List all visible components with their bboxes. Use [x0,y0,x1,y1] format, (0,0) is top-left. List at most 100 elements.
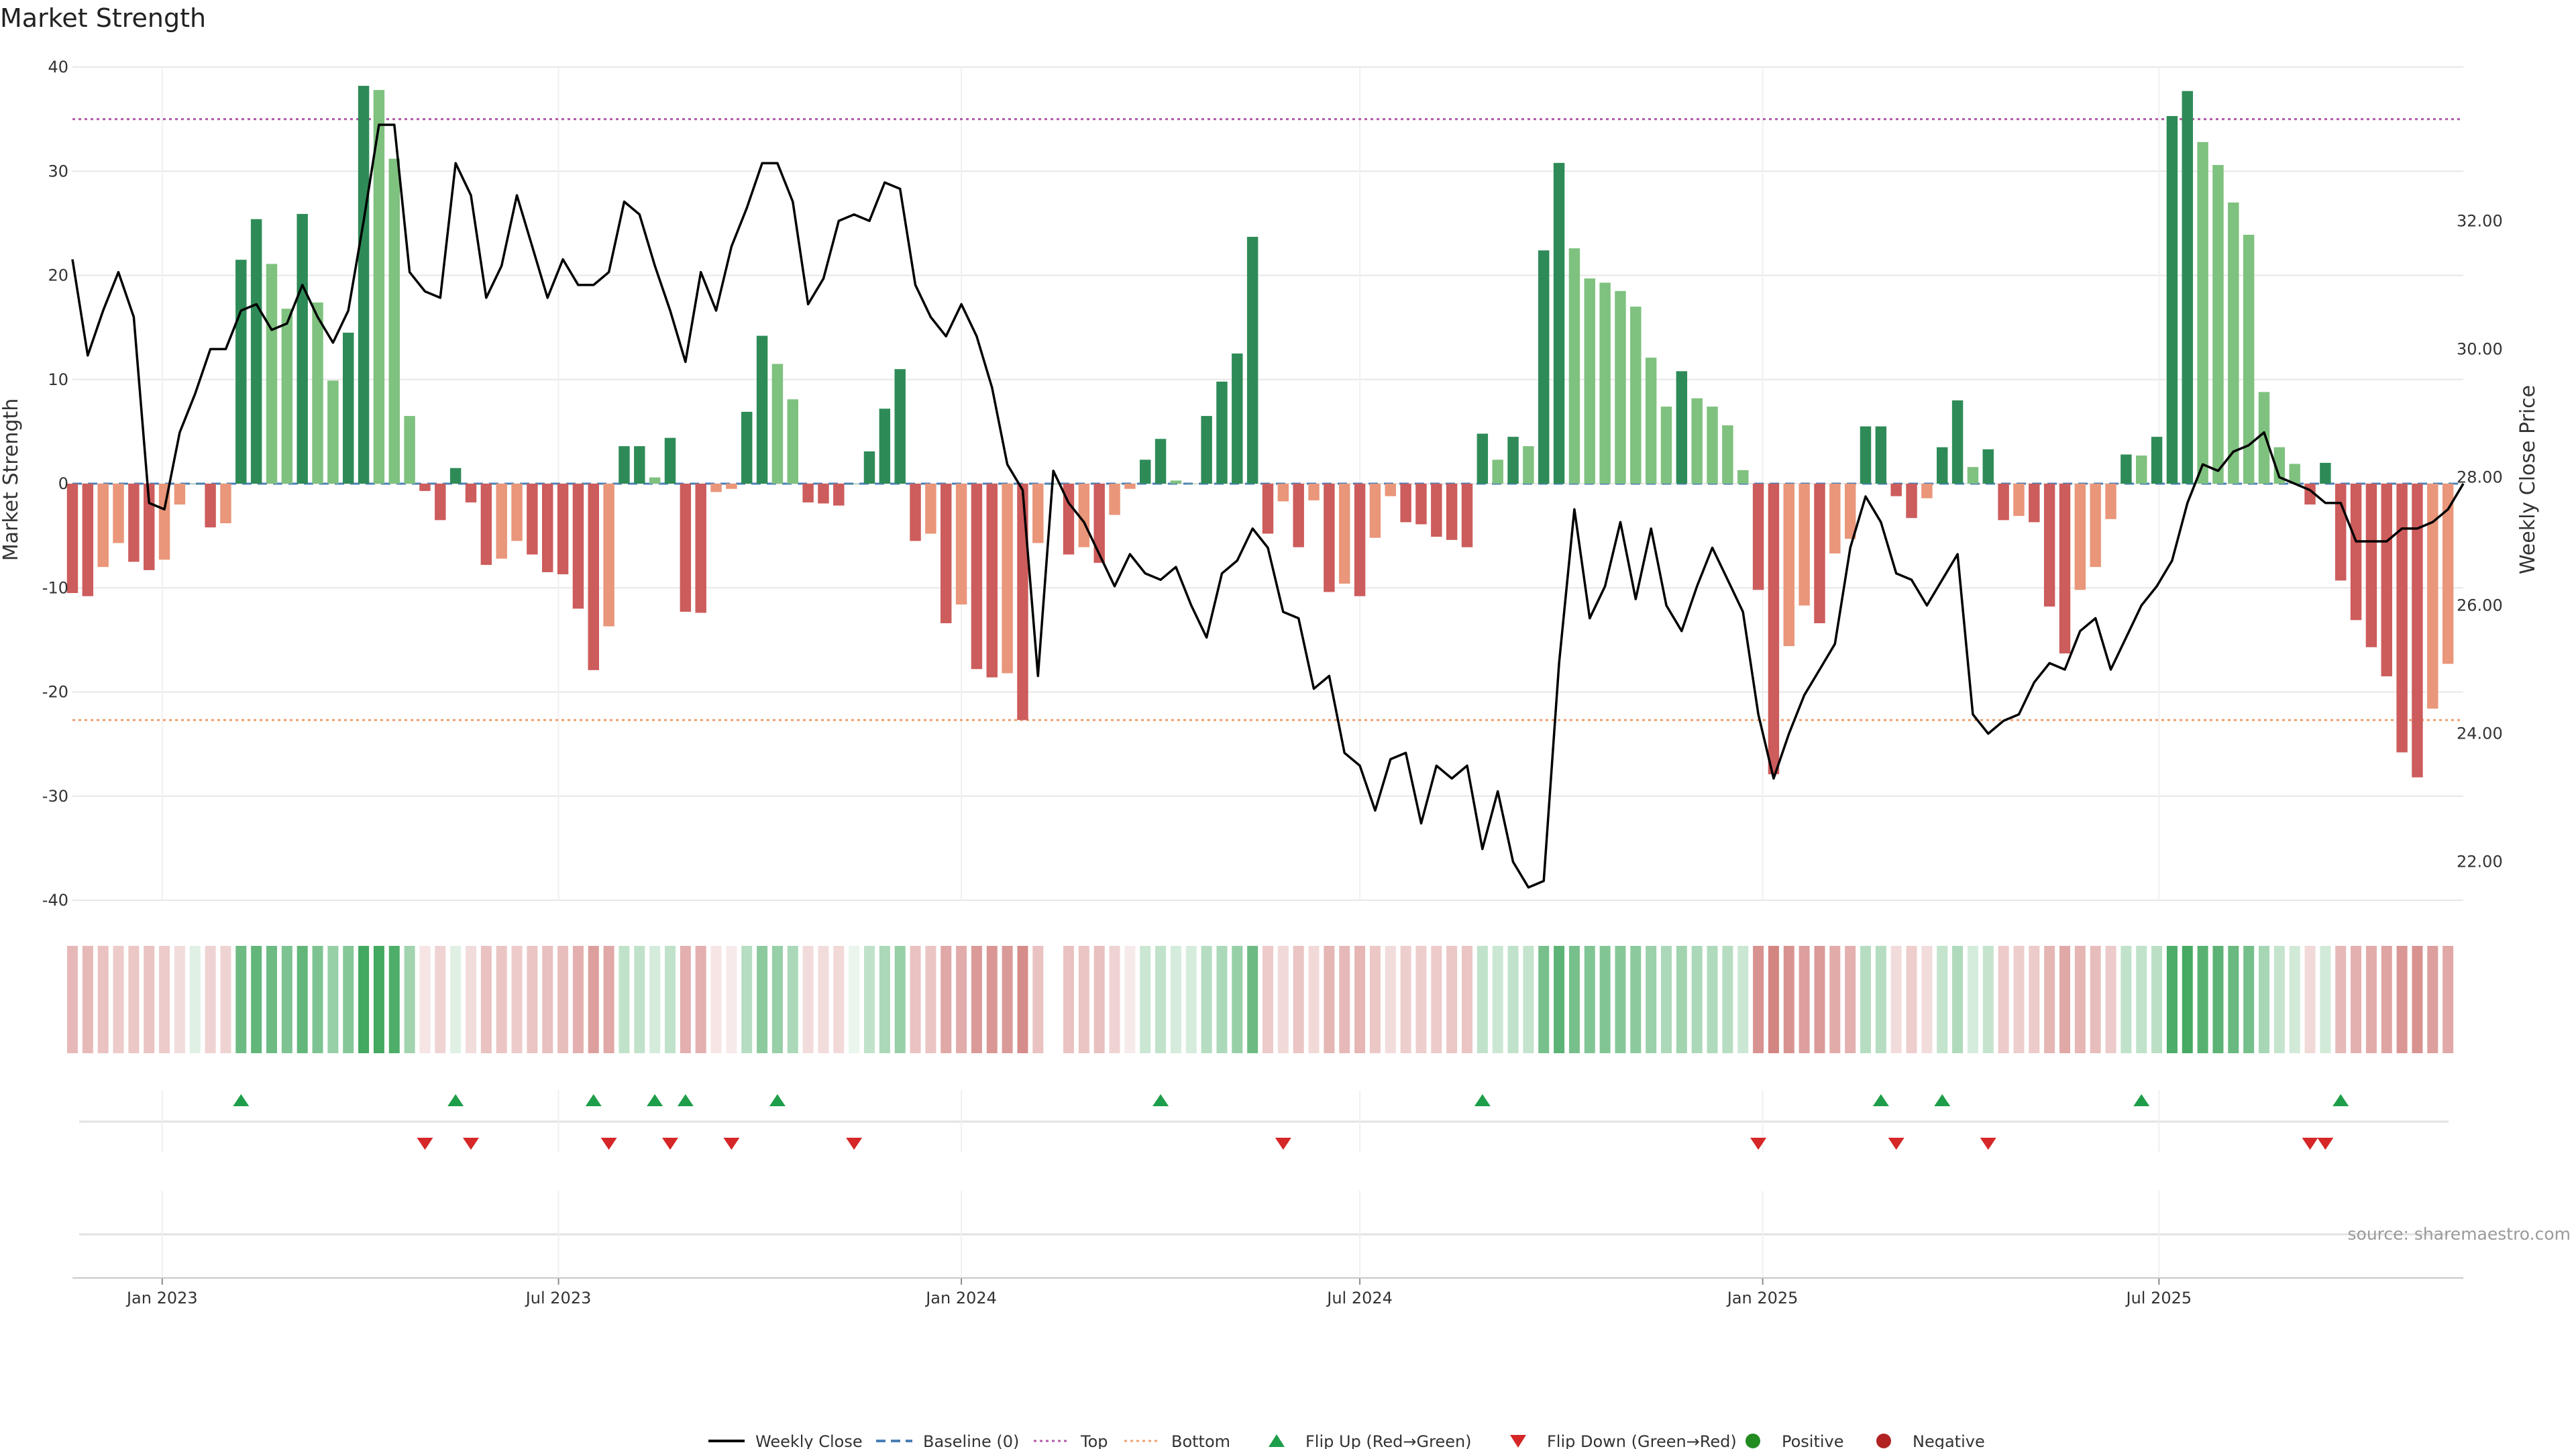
heat-cell [2121,946,2132,1053]
heat-cell [1415,946,1427,1053]
strength-bar [358,85,370,484]
legend-icon-positive [1746,1434,1760,1448]
strength-bar [756,335,768,484]
heat-cell [220,946,231,1053]
heat-cell [1369,946,1381,1053]
heat-cell [2166,946,2178,1053]
strength-bar [2320,462,2331,484]
strength-bar [250,219,262,484]
heat-cell [1906,946,1917,1053]
flip-down-marker [723,1138,740,1150]
heat-cell [1155,946,1167,1053]
strength-bar [557,484,569,575]
legend-icon-flip-down [1510,1435,1526,1448]
heat-cell [787,946,798,1053]
heat-cell [1185,946,1197,1053]
heat-cell [2273,946,2285,1053]
heat-cell [757,946,768,1053]
strength-bar [2243,234,2255,484]
strength-bar [1967,467,1979,484]
flip-down-marker [463,1138,479,1150]
strength-bar [128,484,140,562]
heat-cell [189,946,201,1053]
heat-cell [1967,946,1978,1053]
heat-cell [588,946,599,1053]
strength-bar [158,484,170,560]
heat-cell [2136,946,2147,1053]
heat-cell [2074,946,2086,1053]
legend-icon-negative [1876,1434,1891,1448]
strength-bar [1124,484,1136,489]
strength-bar [1568,248,1580,484]
flip-down-marker [1888,1138,1904,1150]
strength-bar [435,484,446,521]
strength-bar [649,477,661,484]
strength-bar [2258,392,2270,484]
heat-cell [2013,946,2025,1053]
strength-bar [2335,484,2347,581]
strength-bar [1752,484,1764,590]
strength-bar [2136,455,2147,484]
x-axis: Jan 2023 Jul 2023 Jan 2024 Jul 2024 Jan 2025… [72,1191,2463,1307]
heat-cell [1462,946,1472,1053]
heat-cell [373,946,384,1053]
heat-cell [1354,946,1366,1053]
heat-cell [1783,946,1794,1053]
heat-cell [864,946,875,1053]
heat-cell [404,946,415,1053]
strength-bar [925,484,936,534]
strength-bar [971,484,983,669]
heat-cell [2151,946,2163,1053]
left-tick-label: -30 [42,787,68,806]
heat-cell [2059,946,2070,1053]
heat-cell [2228,946,2239,1053]
strength-bar [1890,484,1902,496]
heat-cell [1232,946,1243,1053]
strength-bar [1354,484,1366,596]
chart-title: Market Strength [0,3,206,33]
strength-bar [1982,449,1994,484]
strength-bar [174,484,186,505]
right-tick-label: 26.00 [2457,596,2503,615]
heat-cell [665,946,676,1053]
left-tick-label: 0 [58,474,68,493]
strength-bar [2381,484,2392,677]
strength-bar [113,484,124,543]
strength-bar [2074,484,2086,590]
legend-label: Flip Up (Red→Green) [1305,1432,1472,1449]
strength-bar [741,411,753,484]
heat-cell [1507,946,1519,1053]
legend-label: Weekly Close [755,1432,863,1449]
strength-bar [1446,484,1458,540]
heat-cell [1982,946,1994,1053]
heat-cell [818,946,829,1053]
strength-bar [1078,484,1090,547]
strength-bar [1507,437,1519,484]
heat-cell [1078,946,1089,1053]
heat-cell [2412,946,2423,1053]
heat-cell [833,946,845,1053]
strength-bar [205,484,216,528]
left-tick-label: 20 [48,266,68,285]
heat-cell [2351,946,2362,1053]
strength-bar [787,399,798,484]
strength-bar [572,484,584,609]
heat-cell [634,946,645,1053]
strength-bar [1216,381,1228,484]
heat-cell [1324,946,1335,1053]
heat-cell [1554,946,1565,1053]
heat-cell [466,946,476,1053]
strength-bar [388,158,400,484]
heat-cell [128,946,140,1053]
heat-cell [281,946,292,1053]
strength-bar [1140,460,1151,484]
strength-bar [281,309,293,484]
strength-bar [771,364,784,484]
heat-cell [2381,946,2392,1053]
strength-bar [2151,437,2163,484]
strength-bar [2105,484,2116,519]
left-axis-title: Market Strength [0,398,23,561]
heat-cell [67,946,78,1053]
strength-bar [1063,484,1075,555]
strength-bar [2442,484,2454,664]
